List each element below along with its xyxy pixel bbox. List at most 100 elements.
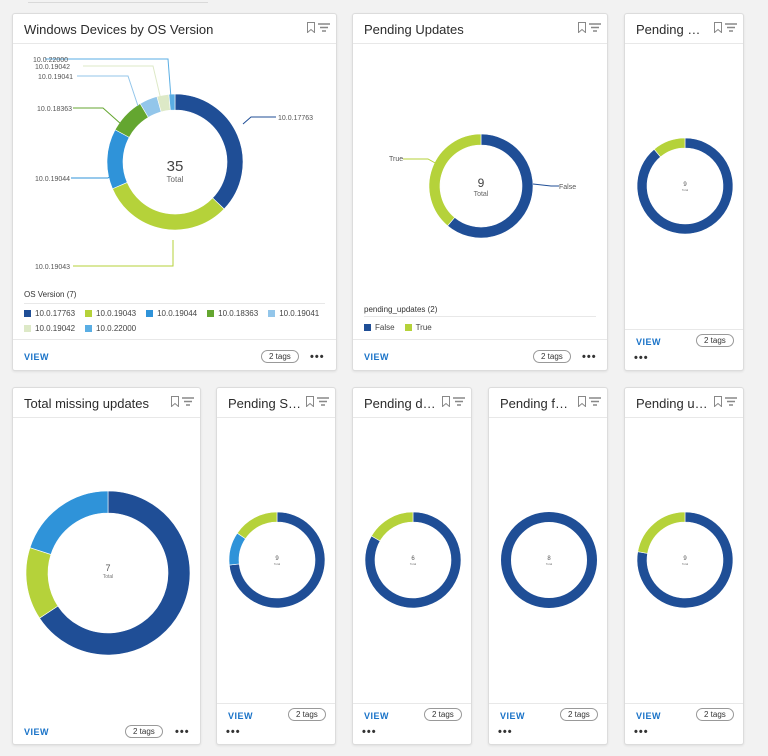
filter-icon[interactable]	[453, 397, 465, 406]
card-header: Pending Re...	[625, 14, 743, 44]
legend-label: 10.0.19044	[157, 309, 198, 318]
donut-slice[interactable]	[501, 512, 597, 608]
donut-slice[interactable]	[168, 93, 176, 111]
view-link[interactable]: VIEW	[228, 711, 254, 721]
tags-pill[interactable]: 2 tags	[696, 334, 734, 347]
bookmark-icon[interactable]	[714, 22, 722, 33]
filter-icon[interactable]	[589, 23, 601, 32]
callout-label: 10.0.19042	[35, 64, 70, 71]
more-menu-icon[interactable]: •••	[634, 726, 649, 738]
legend-label: 10.0.18363	[218, 309, 259, 318]
bookmark-icon[interactable]	[578, 396, 586, 407]
callout-label: 10.0.22000	[33, 57, 68, 64]
donut-slice[interactable]	[364, 511, 462, 609]
view-link[interactable]: VIEW	[636, 711, 662, 721]
more-menu-icon[interactable]: •••	[310, 351, 325, 363]
more-menu-icon[interactable]: •••	[582, 351, 597, 363]
legend-item[interactable]: 10.0.17763	[24, 309, 75, 318]
callout-line-19043	[73, 240, 174, 267]
more-menu-icon[interactable]: •••	[498, 726, 513, 738]
callout-labels: 10.0.22000 10.0.19042 10.0.19041 10.0.18…	[33, 57, 313, 271]
card-actions	[306, 396, 329, 407]
card-header: Pending upd...	[625, 388, 743, 418]
callout-label: 10.0.19041	[38, 74, 73, 81]
bookmark-icon[interactable]	[714, 396, 722, 407]
callout-line-19042	[83, 65, 162, 101]
tags-pill[interactable]: 2 tags	[288, 708, 326, 721]
tags-pill[interactable]: 2 tags	[696, 708, 734, 721]
center-value: 9	[683, 182, 687, 188]
legend-label: 10.0.19043	[96, 309, 137, 318]
donut-slice[interactable]	[29, 490, 109, 555]
card-pending-updates: Pending Updates True False 9 Total pendi…	[352, 13, 608, 371]
donut-slice[interactable]	[636, 137, 734, 235]
more-menu-icon[interactable]: •••	[175, 726, 190, 738]
center-label: Total	[274, 562, 281, 566]
bookmark-icon[interactable]	[171, 396, 179, 407]
view-link[interactable]: VIEW	[500, 711, 526, 721]
tags-pill[interactable]: 2 tags	[560, 708, 598, 721]
filter-icon[interactable]	[725, 397, 737, 406]
callout-label: 10.0.19043	[35, 264, 70, 271]
view-link[interactable]: VIEW	[364, 352, 390, 362]
center-value: 7	[105, 563, 110, 573]
donut-slice[interactable]	[39, 490, 191, 656]
bookmark-icon[interactable]	[306, 396, 314, 407]
donut-slice[interactable]	[228, 532, 246, 566]
filter-icon[interactable]	[589, 397, 601, 406]
legend-item[interactable]: False	[364, 323, 395, 332]
filter-icon[interactable]	[318, 23, 330, 32]
legend-item[interactable]: 10.0.18363	[207, 309, 258, 318]
tags-pill[interactable]: 2 tags	[125, 725, 163, 738]
card-title: Total missing updates	[24, 396, 150, 411]
legend-item[interactable]: True	[404, 323, 432, 332]
filter-icon[interactable]	[725, 23, 737, 32]
view-link[interactable]: VIEW	[24, 727, 50, 737]
more-menu-icon[interactable]: •••	[634, 352, 649, 364]
more-menu-icon[interactable]: •••	[362, 726, 377, 738]
donut-slice[interactable]	[428, 133, 482, 227]
donut-slice[interactable]	[174, 93, 244, 210]
legend-label: 10.0.22000	[96, 324, 137, 333]
tags-pill[interactable]: 2 tags	[261, 350, 299, 363]
center-value: 35	[167, 158, 184, 175]
donut-ring	[636, 137, 734, 235]
card-header: Pending Sec...	[217, 388, 335, 418]
tags-pill[interactable]: 2 tags	[424, 708, 462, 721]
card-pending-defi: Pending defi... 6 Total VIEW 2 tags •••	[352, 387, 472, 745]
footer-divider	[217, 703, 335, 704]
legend-item[interactable]: 10.0.22000	[85, 324, 136, 333]
donut-slice[interactable]	[112, 182, 225, 231]
legend-label: 10.0.19042	[35, 324, 76, 333]
legend-item[interactable]: 10.0.19043	[85, 309, 136, 318]
view-link[interactable]: VIEW	[364, 711, 390, 721]
filter-icon[interactable]	[317, 397, 329, 406]
legend: 10.0.19042 10.0.22000	[24, 324, 136, 333]
donut-slice[interactable]	[236, 511, 278, 540]
view-link[interactable]: VIEW	[24, 352, 50, 362]
callout-label: False	[559, 184, 576, 191]
more-menu-icon[interactable]: •••	[226, 726, 241, 738]
tags-pill[interactable]: 2 tags	[533, 350, 571, 363]
bookmark-icon[interactable]	[307, 22, 315, 33]
callout-line-17763	[242, 116, 276, 125]
bookmark-icon[interactable]	[442, 396, 450, 407]
center-value: 9	[478, 176, 485, 190]
filter-icon[interactable]	[182, 397, 194, 406]
card-actions	[578, 396, 601, 407]
footer-divider	[353, 339, 607, 340]
bookmark-icon[interactable]	[578, 22, 586, 33]
legend-item[interactable]: 10.0.19044	[146, 309, 197, 318]
donut-slice[interactable]	[653, 137, 686, 158]
footer-divider	[625, 703, 743, 704]
pending-re-donut-chart: 9 Total	[636, 137, 734, 235]
legend-item[interactable]: 10.0.19041	[268, 309, 319, 318]
legend-item[interactable]: 10.0.19042	[24, 324, 75, 333]
view-link[interactable]: VIEW	[636, 337, 662, 347]
donut-slice[interactable]	[371, 511, 414, 542]
donut-ring	[428, 133, 534, 239]
donut-slice[interactable]	[637, 511, 686, 554]
card-actions	[714, 396, 737, 407]
donut-slice[interactable]	[25, 547, 59, 619]
donut-slice[interactable]	[106, 129, 130, 190]
